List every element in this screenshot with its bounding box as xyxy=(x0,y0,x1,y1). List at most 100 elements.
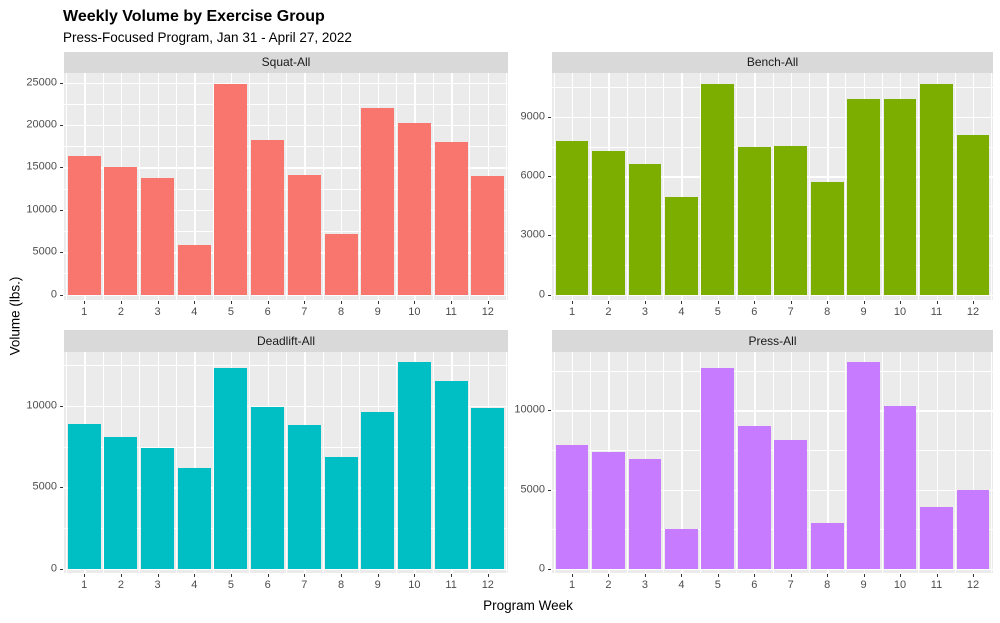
bar-week-11 xyxy=(920,83,953,295)
x-tick-mark xyxy=(936,574,938,577)
x-tick-label: 3 xyxy=(641,306,648,318)
x-tick-label: 6 xyxy=(264,579,271,591)
x-tick-mark xyxy=(681,574,683,577)
bar-week-9 xyxy=(361,107,395,295)
gridline-minor xyxy=(175,351,177,573)
gridline-major xyxy=(194,73,196,300)
gridline-minor xyxy=(590,351,591,573)
facet-strip-bench-all: Bench-All xyxy=(552,51,993,73)
x-tick-label: 11 xyxy=(930,579,943,591)
x-tick-mark xyxy=(717,574,719,577)
bar-week-10 xyxy=(883,99,917,295)
gridline-minor xyxy=(175,73,177,300)
gridline-minor xyxy=(322,73,324,300)
bar-week-12 xyxy=(471,176,505,295)
x-tick-label: 6 xyxy=(751,579,758,591)
x-tick-label: 11 xyxy=(445,306,457,318)
x-tick-label: 2 xyxy=(117,306,124,318)
bar-week-9 xyxy=(847,99,880,295)
y-tick-label: 5000 xyxy=(32,245,57,258)
x-tick-mark xyxy=(487,574,489,577)
x-tick-mark xyxy=(572,301,574,304)
y-tick-label: 6000 xyxy=(520,169,545,182)
y-tick-label: 25000 xyxy=(26,76,57,89)
y-tick-label: 9000 xyxy=(520,110,545,123)
y-tick-label: 0 xyxy=(538,562,545,575)
bar-week-11 xyxy=(434,141,468,295)
bar-week-8 xyxy=(810,182,844,295)
gridline-minor xyxy=(918,73,919,300)
y-tick-mark xyxy=(547,294,551,296)
facet-panel-press-all xyxy=(552,351,993,573)
x-tick-mark xyxy=(972,301,974,304)
x-tick-mark xyxy=(900,301,902,304)
gridline-minor xyxy=(469,351,471,573)
bar-week-6 xyxy=(251,406,285,569)
x-tick-mark xyxy=(230,574,232,577)
gridline-major xyxy=(827,351,829,573)
y-tick-mark xyxy=(59,167,63,169)
gridline-minor xyxy=(663,351,664,573)
gridline-minor xyxy=(991,351,992,573)
x-tick-label: 6 xyxy=(751,306,758,318)
y-tick-mark xyxy=(59,487,63,489)
bar-week-5 xyxy=(214,368,248,569)
x-tick-mark xyxy=(230,301,232,304)
gridline-major xyxy=(194,351,196,573)
bar-week-1 xyxy=(67,155,101,295)
gridline-minor xyxy=(212,351,214,573)
x-tick-mark xyxy=(120,301,122,304)
gridline-minor xyxy=(506,351,507,573)
bar-week-12 xyxy=(471,407,505,569)
y-tick-mark xyxy=(59,209,63,211)
gridline-minor xyxy=(139,351,140,573)
x-tick-mark xyxy=(414,574,416,577)
x-tick-mark xyxy=(790,301,792,304)
facet-strip-press-all: Press-All xyxy=(552,330,993,352)
x-tick-mark xyxy=(341,301,343,304)
x-tick-label: 7 xyxy=(301,579,308,591)
y-tick-label: 10000 xyxy=(26,203,57,216)
x-tick-mark xyxy=(120,574,122,577)
bar-week-2 xyxy=(592,452,625,569)
gridline-minor xyxy=(663,73,664,300)
x-tick-label: 4 xyxy=(678,306,685,318)
bar-week-10 xyxy=(397,123,431,295)
x-tick-label: 8 xyxy=(337,306,345,318)
y-tick-mark xyxy=(547,569,551,570)
gridline-minor xyxy=(881,73,883,300)
gridline-minor xyxy=(102,73,104,300)
gridline-minor xyxy=(699,351,701,573)
gridline-major xyxy=(936,351,938,573)
x-tick-mark xyxy=(572,574,574,577)
x-tick-label: 6 xyxy=(264,306,271,318)
x-tick-mark xyxy=(451,574,453,577)
x-tick-label: 5 xyxy=(227,579,235,591)
facet-strip-squat-all: Squat-All xyxy=(64,51,508,73)
bar-week-6 xyxy=(737,426,771,569)
x-tick-label: 3 xyxy=(154,306,161,318)
gridline-minor xyxy=(736,73,737,300)
gridline-minor xyxy=(772,351,774,573)
bar-week-9 xyxy=(361,412,395,569)
gridline-minor xyxy=(359,73,361,300)
x-tick-label: 2 xyxy=(605,306,612,318)
gridline-minor xyxy=(432,73,434,300)
x-tick-mark xyxy=(451,301,453,304)
gridline-major xyxy=(972,351,975,573)
x-tick-mark xyxy=(84,574,86,577)
x-tick-label: 8 xyxy=(824,579,831,591)
y-tick-label: 20000 xyxy=(26,118,57,131)
y-tick-label: 15000 xyxy=(26,160,57,173)
x-tick-label: 12 xyxy=(966,306,980,318)
x-tick-label: 9 xyxy=(374,579,381,591)
bar-week-9 xyxy=(847,361,880,569)
bar-week-12 xyxy=(956,134,990,295)
x-tick-label: 1 xyxy=(568,579,576,591)
y-tick-label: 5000 xyxy=(520,483,545,496)
x-tick-label: 1 xyxy=(81,306,88,318)
y-tick-label: 5000 xyxy=(32,480,57,493)
x-tick-mark xyxy=(972,574,974,577)
x-tick-label: 8 xyxy=(337,579,345,591)
